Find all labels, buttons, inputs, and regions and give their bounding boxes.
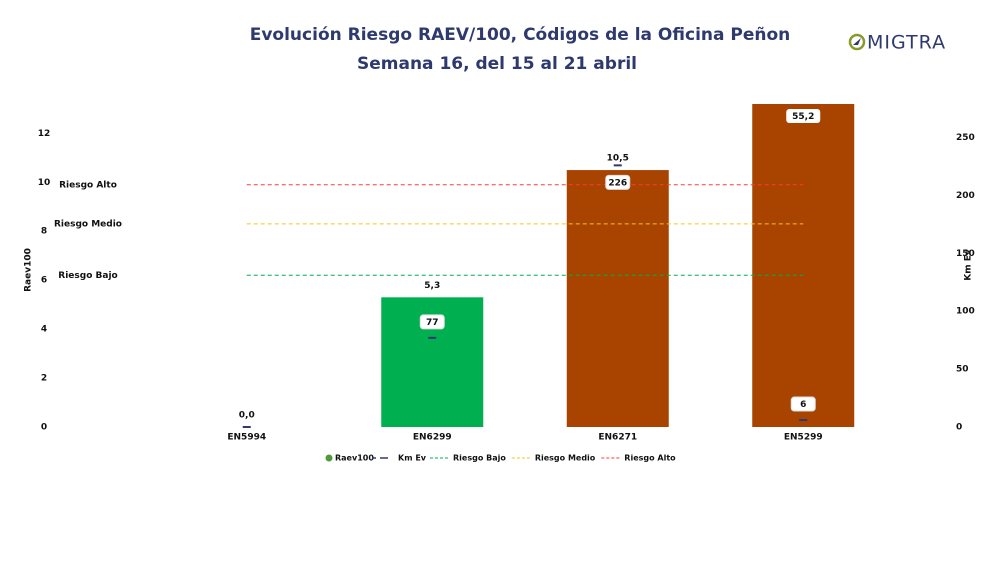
threshold-label: Riesgo Bajo <box>58 271 117 281</box>
value-label: 0,0 <box>239 411 255 421</box>
y2-tick-label: 50 <box>956 365 969 375</box>
legend-marker <box>325 454 333 462</box>
legend-label: Raev100 <box>335 454 374 463</box>
y-tick-label: 6 <box>41 276 47 286</box>
legend-label: Km Ev <box>398 454 427 463</box>
y-tick-label: 0 <box>41 423 47 433</box>
chart-subtitle: Semana 16, del 15 al 21 abril <box>357 54 637 74</box>
y2-axis-title: Km Ev <box>964 249 974 281</box>
x-tick-label: EN5994 <box>227 433 266 443</box>
threshold-label: Riesgo Medio <box>54 219 122 229</box>
y2-tick-label: 200 <box>956 191 975 201</box>
logo-text: MIGTRA <box>867 32 946 54</box>
y-tick-label: 12 <box>38 129 51 139</box>
km-label: 226 <box>608 178 627 188</box>
y-axis-title: Raev100 <box>24 248 34 292</box>
x-tick-label: EN6271 <box>598 433 637 443</box>
value-label: 55,2 <box>792 112 814 122</box>
threshold-label: Riesgo Alto <box>59 180 117 190</box>
km-label-box <box>605 174 631 190</box>
logo-icon <box>848 33 866 51</box>
bar <box>752 104 855 427</box>
y2-tick-label: 150 <box>956 249 975 259</box>
x-tick-label: EN6299 <box>413 433 452 443</box>
value-label: 5,3 <box>424 281 440 291</box>
logo: MIGTRA <box>848 32 946 54</box>
km-label: 77 <box>426 318 439 328</box>
y-tick-label: 4 <box>41 325 47 335</box>
y2-tick-label: 100 <box>956 307 975 317</box>
x-tick-label: EN5299 <box>784 433 823 443</box>
legend-label: Riesgo Bajo <box>453 454 506 463</box>
legend-label: Riesgo Medio <box>535 454 596 463</box>
y-tick-label: 10 <box>38 178 51 188</box>
y-tick-label: 2 <box>41 374 47 384</box>
bar <box>566 170 669 427</box>
value-label: 10,5 <box>607 154 629 164</box>
km-label: 6 <box>800 400 806 410</box>
plot-area <box>381 104 855 427</box>
chart-title: Evolución Riesgo RAEV/100, Códigos de la… <box>250 25 791 45</box>
km-label-box <box>790 396 816 412</box>
legend-label: Riesgo Alto <box>624 454 676 463</box>
y-tick-label: 8 <box>41 227 47 237</box>
y2-tick-label: 250 <box>956 133 975 143</box>
logo-arrow <box>853 38 861 45</box>
y2-tick-label: 0 <box>956 423 962 433</box>
km-label-box <box>419 314 445 330</box>
value-label-box <box>786 109 821 123</box>
